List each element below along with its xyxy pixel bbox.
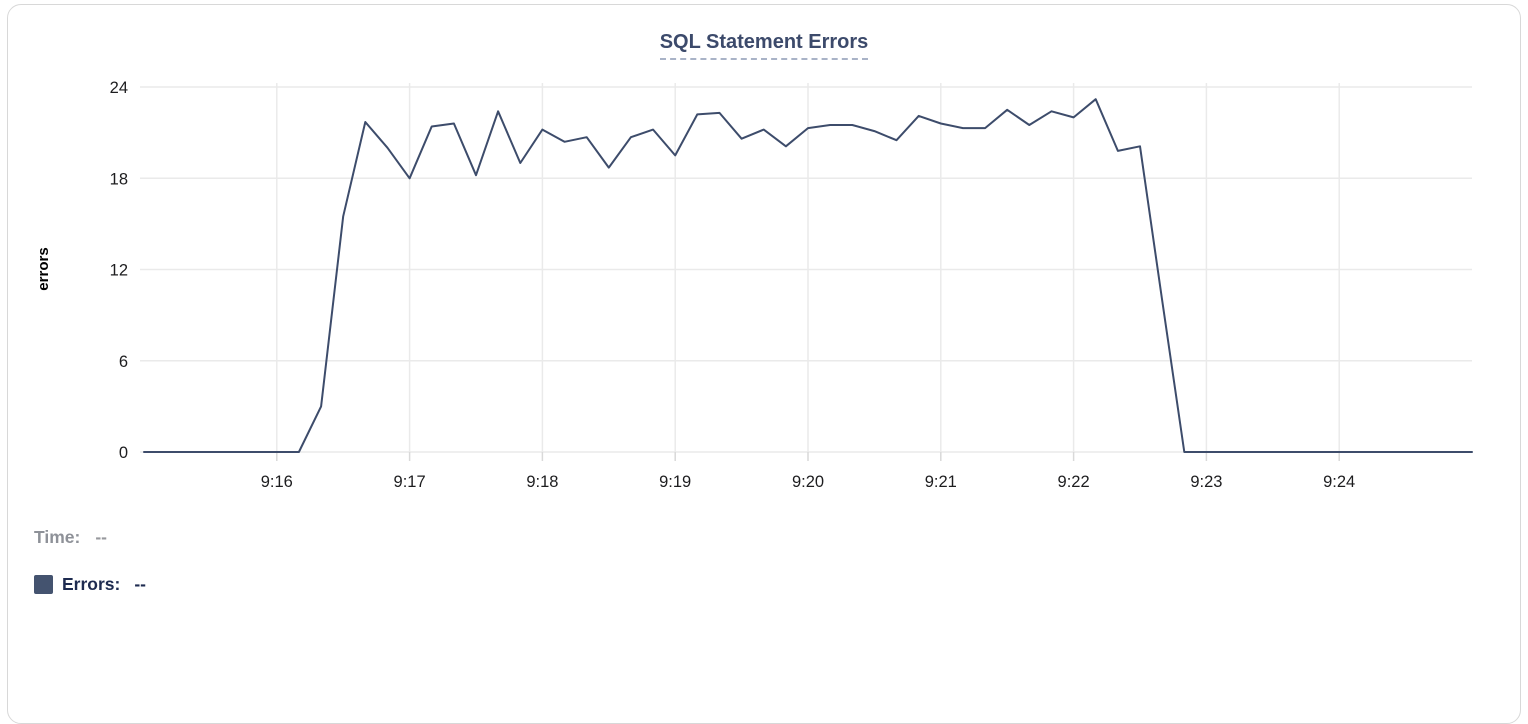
time-value: -- [95, 526, 108, 547]
chart-card: SQL Statement Errors 0 6 12 18 24 9:16 9:17 9:1… [7, 4, 1521, 724]
chart-title[interactable]: SQL Statement Errors [659, 31, 869, 60]
errors-value: -- [134, 573, 147, 594]
x-tick-label: 9:18 [526, 473, 558, 491]
x-tick-label: 9:22 [1058, 473, 1090, 491]
errors-series-swatch [34, 574, 53, 594]
x-tick-label: 9:23 [1190, 473, 1222, 491]
y-axis-title: errors [35, 247, 52, 290]
x-tick-label: 9:21 [925, 473, 957, 491]
hover-readout: Time: -- Errors: -- [34, 526, 146, 595]
y-tick-label: 0 [119, 444, 128, 462]
time-readout-row: Time: -- [34, 526, 146, 548]
x-tick-label: 9:16 [261, 473, 293, 491]
time-label: Time: [34, 526, 81, 547]
x-tick-label: 9:20 [792, 473, 824, 491]
x-tick-label: 9:19 [659, 473, 691, 491]
errors-label: Errors: [62, 573, 121, 594]
errors-series-line [143, 98, 1473, 453]
y-tick-label: 18 [110, 170, 128, 188]
chart-plot-area[interactable]: 0 6 12 18 24 9:16 9:17 9:18 9:19 9:20 9:21 9:22 9:23… [8, 5, 1521, 515]
y-tick-label: 24 [110, 79, 128, 97]
x-tick-label: 9:24 [1323, 473, 1355, 491]
x-tick-label: 9:17 [394, 473, 426, 491]
errors-readout-row: Errors: -- [34, 573, 146, 595]
y-tick-label: 12 [110, 262, 128, 280]
chart-title-wrap: SQL Statement Errors [8, 31, 1520, 60]
y-tick-label: 6 [119, 353, 128, 371]
